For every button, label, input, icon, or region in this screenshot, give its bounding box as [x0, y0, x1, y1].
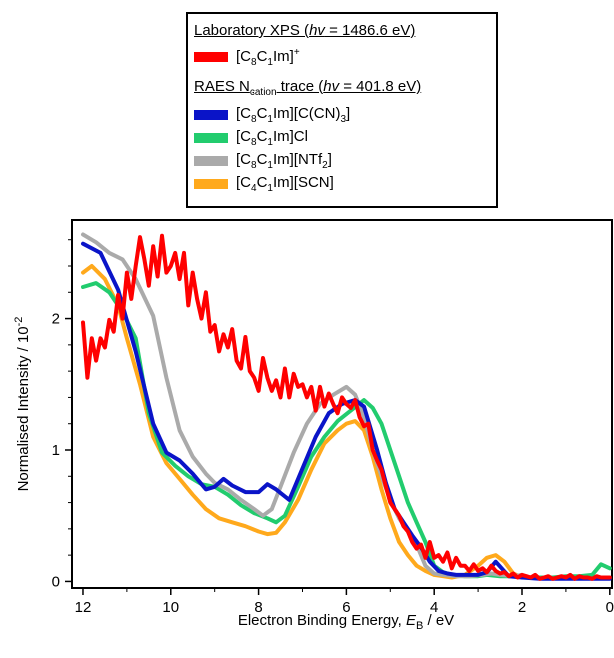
legend-label: [C8C1Im]+	[236, 46, 300, 68]
legend-label: [C4C1Im][SCN]	[236, 174, 334, 194]
series-line	[81, 264, 524, 580]
x-tick-label: 2	[518, 599, 526, 616]
x-tick-label: 4	[430, 599, 438, 616]
legend-header-xps: Laboratory XPS (hv = 1486.6 eV)	[194, 22, 416, 39]
series-line	[81, 233, 612, 581]
plot-frame	[71, 219, 613, 589]
legend-swatch-green	[194, 133, 228, 143]
x-tick-label: 8	[254, 599, 262, 616]
x-axis-label: Electron Binding Energy, EB / eV	[238, 612, 454, 632]
series-line	[81, 241, 612, 581]
y-axis-ticks: 0 1 2	[52, 239, 72, 590]
legend-item-ntf2: [C8C1Im][NTf2]	[194, 150, 332, 172]
legend-label: [C8C1Im][NTf2]	[236, 151, 332, 171]
x-tick-label: 12	[75, 599, 92, 616]
x-tick-label: 0	[606, 599, 614, 616]
x-axis-ticks: 12 10 8 6 4 2 0	[75, 588, 614, 616]
legend-swatch-red	[194, 52, 228, 62]
series-lines	[81, 232, 612, 581]
y-axis-label: Normalised Intensity / 10-2	[13, 317, 32, 492]
legend-item-c8c1im-cation: [C8C1Im]+	[194, 46, 300, 68]
legend-item-ccn3: [C8C1Im][C(CN)3]	[194, 104, 350, 126]
y-tick-label: 2	[52, 311, 60, 328]
legend-swatch-orange	[194, 179, 228, 189]
legend: Laboratory XPS (hv = 1486.6 eV) [C8C1Im]…	[186, 12, 498, 208]
x-tick-label: 6	[342, 599, 350, 616]
legend-swatch-blue	[194, 110, 228, 120]
y-tick-label: 1	[52, 442, 60, 459]
legend-label: [C8C1Im]Cl	[236, 128, 308, 148]
legend-swatch-grey	[194, 156, 228, 166]
legend-item-cl: [C8C1Im]Cl	[194, 127, 308, 149]
legend-label: [C8C1Im][C(CN)3]	[236, 105, 351, 125]
series-line	[81, 281, 612, 580]
x-tick-label: 10	[162, 599, 179, 616]
legend-header-raes: RAES Ncation trace (hv = 401.8 eV)	[194, 78, 422, 98]
y-tick-label: 0	[52, 573, 60, 590]
legend-item-scn: [C4C1Im][SCN]	[194, 173, 334, 195]
